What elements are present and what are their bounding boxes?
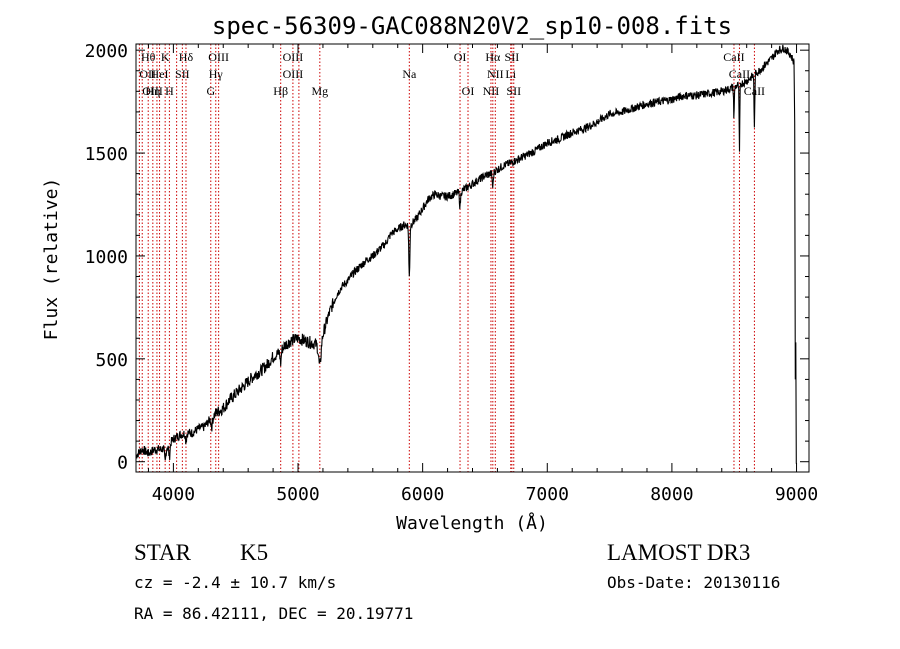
x-tick-label: 9000: [775, 484, 818, 505]
line-label: OIII: [283, 67, 304, 81]
line-label: SII: [506, 84, 521, 98]
line-label: Na: [402, 67, 417, 81]
emission-line-markers: [138, 44, 755, 472]
line-label: NII: [487, 67, 504, 81]
line-label: Hγ: [209, 67, 224, 81]
line-label: Hδ: [179, 50, 194, 64]
object-class: STAR: [134, 540, 192, 565]
x-tick-label: 7000: [526, 484, 569, 505]
line-label: CaII: [723, 50, 744, 64]
line-label: OI: [462, 84, 475, 98]
line-label: CaII: [744, 84, 765, 98]
line-label: Hθ: [141, 50, 156, 64]
survey-name: LAMOST DR3: [607, 540, 750, 565]
y-axis-label: Flux (relative): [41, 178, 62, 341]
chart-title: spec-56309-GAC088N20V2_sp10-008.fits: [212, 12, 732, 40]
x-tick-label: 4000: [152, 484, 195, 505]
line-label: Hβ: [273, 84, 288, 98]
object-subclass: K5: [240, 540, 268, 565]
line-label: Hη: [145, 84, 160, 98]
line-label: OI: [454, 50, 467, 64]
line-label: OIII: [142, 84, 163, 98]
y-tick-label: 1500: [85, 144, 128, 165]
line-label: G: [206, 84, 215, 98]
x-tick-label: 8000: [650, 484, 693, 505]
plot-frame: [135, 43, 810, 473]
x-axis: 4000 5000 6000 7000 8000 9000: [147, 44, 818, 505]
flux-series-line: [135, 44, 797, 464]
line-label: H: [165, 84, 174, 98]
x-tick-label: 5000: [276, 484, 319, 505]
observation-date: Obs-Date: 20130116: [607, 573, 780, 592]
line-label: CaII: [729, 67, 750, 81]
y-tick-label: 2000: [85, 41, 128, 62]
line-label: Hα: [485, 50, 501, 64]
y-axis: 0 500 1000 1500 2000: [85, 41, 809, 474]
line-label: OII: [139, 67, 156, 81]
line-label: SII: [505, 50, 520, 64]
y-tick-label: 1000: [85, 247, 128, 268]
line-label: K: [161, 50, 170, 64]
y-tick-label: 500: [95, 350, 128, 371]
sky-coordinates: RA = 86.42111, DEC = 20.19771: [134, 604, 413, 623]
line-label: HeI: [151, 67, 169, 81]
x-tick-label: 6000: [401, 484, 444, 505]
line-label: OIII: [208, 50, 229, 64]
line-label: Li: [505, 67, 516, 81]
line-label: SII: [175, 67, 190, 81]
y-tick-label: 0: [117, 453, 128, 474]
line-label: OIII: [283, 50, 304, 64]
redshift-readout: cz = -2.4 ± 10.7 km/s: [134, 573, 336, 592]
x-axis-label: Wavelength (Å): [396, 512, 548, 534]
line-label: Mg: [311, 84, 328, 98]
line-label: NII: [483, 84, 500, 98]
